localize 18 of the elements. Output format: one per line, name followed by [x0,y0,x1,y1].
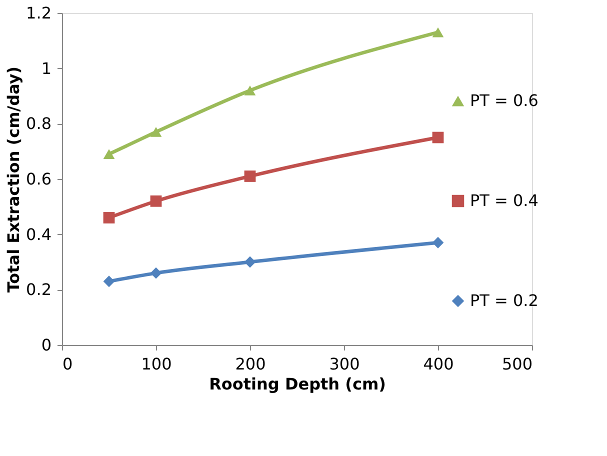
y-tick-label: 1 [41,58,52,78]
x-tick-label: 400 [423,354,454,374]
x-tick-label: 500 [502,354,532,374]
x-tick-label: 300 [329,354,360,374]
y-tick-label: 0.2 [26,280,52,300]
y-tick-label: 0 [41,336,52,354]
y-tick-label: 0.6 [26,170,52,188]
y-tick-label: 0.8 [26,114,52,134]
y-axis-title: Total Extraction (cm/day) [4,66,24,293]
legend-label: PT = 0.6 [470,91,538,110]
legend-label: PT = 0.2 [470,291,538,310]
x-tick-label: 200 [235,354,266,374]
x-tick-label: 100 [141,354,172,374]
y-tick-label: 0.4 [26,224,52,244]
legend-label: PT = 0.4 [470,191,538,210]
x-axis-title: Rooting Depth (cm) [209,374,386,394]
x-tick-label: 0 [62,354,73,374]
y-tick-label: 1.2 [26,4,52,22]
